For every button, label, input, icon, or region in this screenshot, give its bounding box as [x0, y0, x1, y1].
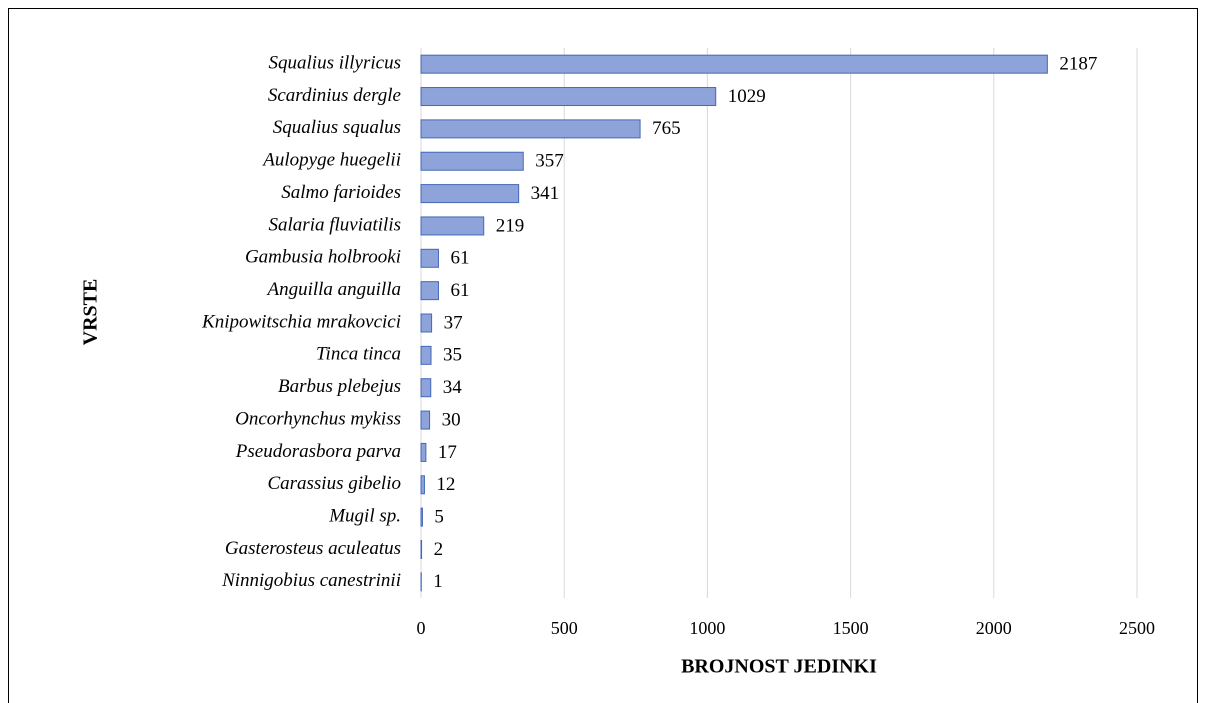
- bar: [420, 151, 524, 171]
- y-tick-label: Tinca tinca: [316, 344, 401, 365]
- value-label: 12: [436, 474, 455, 495]
- value-label: 5: [434, 506, 444, 527]
- bar: [420, 216, 485, 236]
- x-tick-label: 1000: [689, 618, 725, 638]
- value-label: 34: [443, 377, 463, 398]
- y-tick-label: Mugil sp.: [328, 505, 401, 526]
- bar: [420, 313, 433, 333]
- y-tick-label: Gambusia holbrooki: [245, 247, 401, 268]
- value-label: 2187: [1059, 54, 1097, 75]
- value-label: 37: [444, 312, 463, 333]
- bar: [420, 119, 641, 139]
- value-label: 30: [442, 409, 461, 430]
- bar: [420, 345, 432, 365]
- bar: [420, 184, 520, 204]
- x-tick-label: 0: [417, 618, 426, 638]
- value-label: 61: [450, 280, 469, 301]
- y-tick-label: Salaria fluviatilis: [269, 214, 401, 235]
- y-tick-label: Ninnigobius canestrinii: [221, 570, 401, 591]
- value-label: 17: [438, 442, 457, 463]
- y-tick-label: Oncorhynchus mykiss: [235, 408, 401, 429]
- bar: [420, 475, 425, 495]
- value-label: 1: [433, 571, 443, 592]
- bar: [420, 378, 432, 398]
- y-tick-label: Salmo farioides: [281, 182, 401, 203]
- y-tick-label: Squalius illyricus: [269, 53, 401, 74]
- bar: [420, 410, 431, 430]
- y-tick-label: Aulopyge huegelii: [261, 150, 401, 171]
- x-tick-label: 2500: [1119, 618, 1155, 638]
- y-tick-label: Barbus plebejus: [278, 376, 401, 397]
- y-tick-label: Gasterosteus aculeatus: [225, 538, 401, 559]
- x-tick-label: 2000: [976, 618, 1012, 638]
- y-tick-label: Knipowitschia mrakovcici: [201, 311, 401, 332]
- value-label: 1029: [728, 86, 766, 107]
- y-tick-label: Pseudorasbora parva: [235, 441, 401, 462]
- x-axis-title: BROJNOST JEDINKI: [681, 656, 877, 678]
- bar: [420, 87, 717, 107]
- bar: [420, 54, 1048, 74]
- x-tick-label: 1500: [833, 618, 869, 638]
- bar: [420, 442, 427, 462]
- frame: [8, 8, 1198, 703]
- value-label: 2: [434, 539, 444, 560]
- value-label: 765: [652, 118, 681, 139]
- x-tick-label: 500: [551, 618, 578, 638]
- value-label: 357: [535, 151, 564, 172]
- value-label: 61: [450, 248, 469, 269]
- bar: [420, 507, 423, 527]
- bar: [420, 281, 439, 301]
- bar: [420, 539, 423, 559]
- y-tick-label: Squalius squalus: [273, 117, 401, 138]
- value-label: 35: [443, 345, 462, 366]
- y-tick-label: Anguilla anguilla: [265, 279, 401, 300]
- y-axis-title: VRSTE: [80, 279, 102, 346]
- value-label: 219: [496, 215, 524, 236]
- y-tick-label: Scardinius dergle: [268, 85, 401, 106]
- bar: [420, 248, 439, 268]
- y-tick-label: Carassius gibelio: [267, 473, 401, 494]
- value-label: 341: [531, 183, 560, 204]
